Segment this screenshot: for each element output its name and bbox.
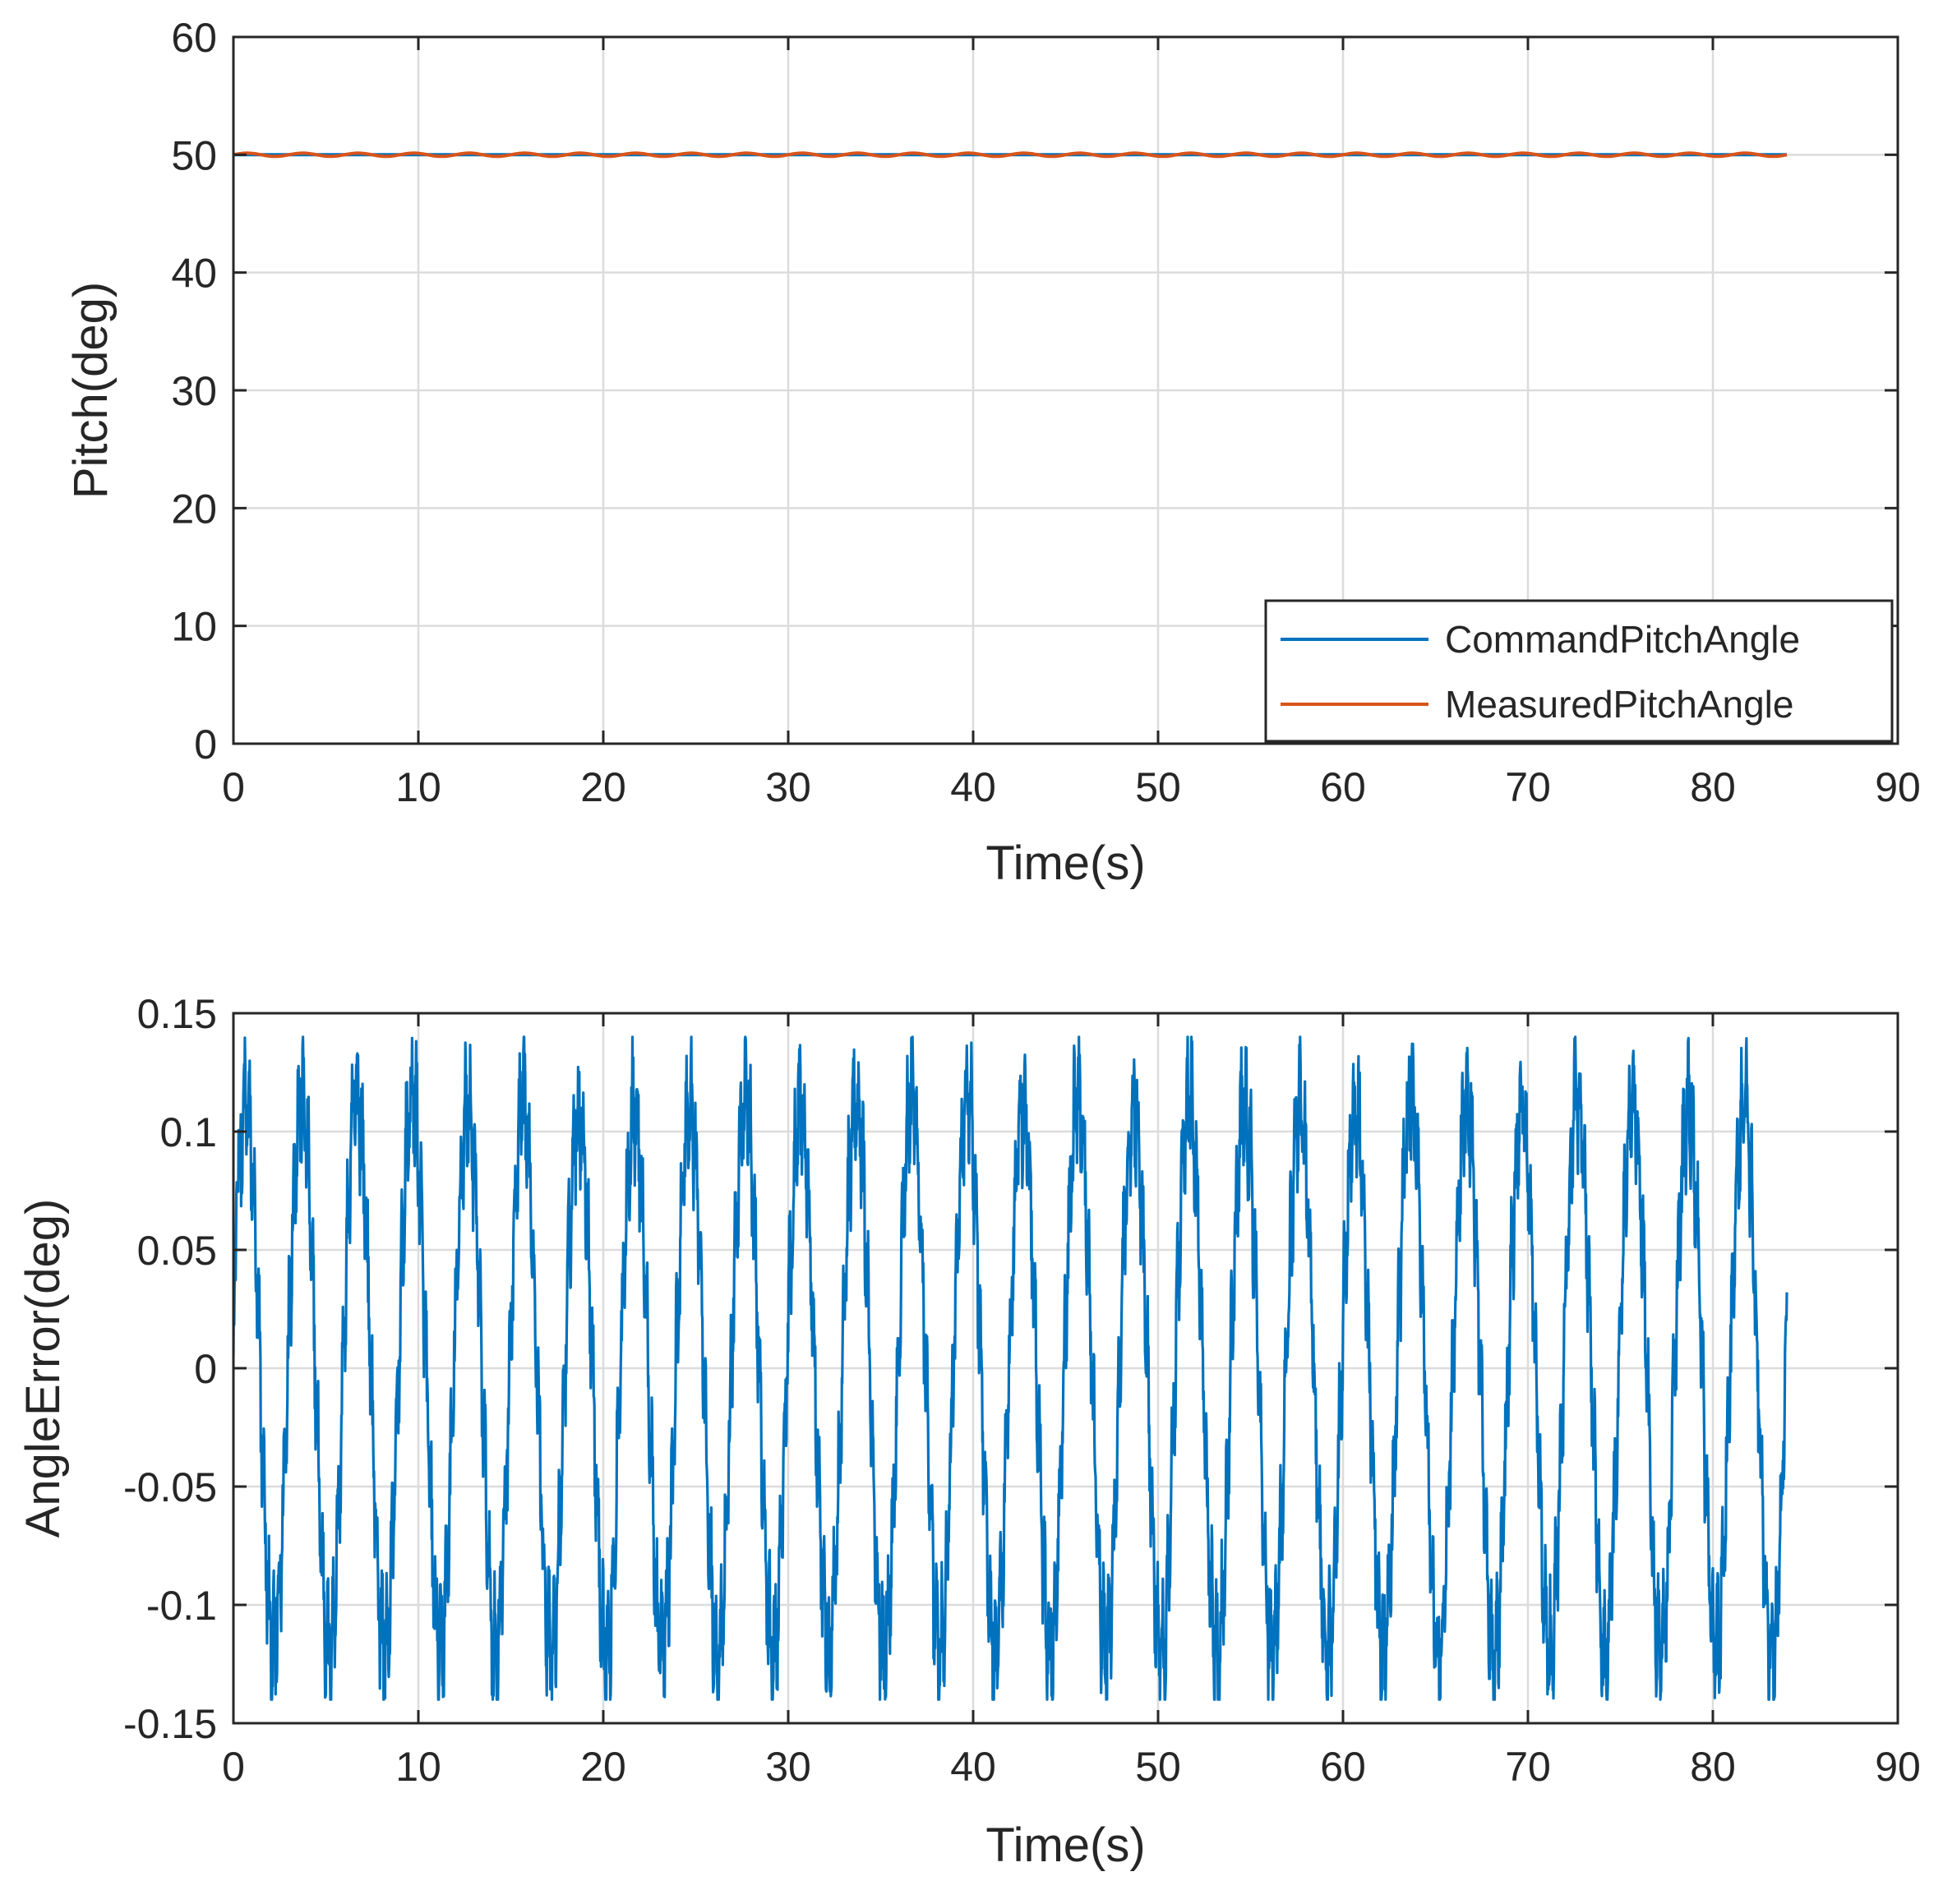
- x-tick-label: 0: [222, 1744, 245, 1790]
- y-tick-label: -0.1: [146, 1583, 217, 1629]
- angle-error-chart: 0 10 20 30 40 50 60 70 80 90 -0.15 -0.1 -0.05 0 0.05 0…: [16, 991, 1921, 1872]
- x-tick-label: 10: [395, 764, 441, 810]
- error-x-tick-labels: 0 10 20 30 40 50 60 70 80 90: [222, 1744, 1921, 1790]
- x-tick-label: 70: [1505, 764, 1551, 810]
- y-tick-label: 20: [171, 486, 217, 532]
- x-tick-label: 20: [580, 764, 626, 810]
- legend-label-command: CommandPitchAngle: [1445, 618, 1800, 661]
- x-tick-label: 30: [765, 764, 811, 810]
- error-y-tick-labels: -0.15 -0.1 -0.05 0 0.05 0.1 0.15: [123, 991, 217, 1747]
- x-tick-label: 80: [1690, 1744, 1736, 1790]
- y-tick-label: 50: [171, 132, 217, 178]
- y-tick-label: -0.15: [123, 1701, 217, 1747]
- pitch-y-tick-labels: 0 10 20 30 40 50 60: [171, 15, 217, 768]
- x-tick-label: 60: [1320, 1744, 1366, 1790]
- x-tick-label: 90: [1875, 764, 1921, 810]
- error-y-axis-label: AngleError(deg): [16, 1199, 70, 1538]
- error-lines: [233, 1035, 1788, 1701]
- x-tick-label: 60: [1320, 764, 1366, 810]
- y-tick-label: 0: [194, 1346, 217, 1392]
- pitch-x-tick-labels: 0 10 20 30 40 50 60 70 80 90: [222, 764, 1921, 810]
- x-tick-label: 90: [1875, 1744, 1921, 1790]
- y-tick-label: 0: [194, 721, 217, 768]
- x-tick-label: 80: [1690, 764, 1736, 810]
- y-tick-label: 0.1: [159, 1109, 217, 1155]
- pitch-x-axis-label: Time(s): [985, 837, 1145, 890]
- x-tick-label: 0: [222, 764, 245, 810]
- x-tick-label: 50: [1135, 764, 1181, 810]
- legend-label-measured: MeasuredPitchAngle: [1445, 683, 1793, 726]
- error-ticks: [232, 1012, 1899, 1725]
- pitch-lines: [233, 151, 1788, 159]
- x-tick-label: 40: [950, 764, 996, 810]
- pitch-chart: 0 10 20 30 40 50 60 70 80 90 0 10 20 30 40 50 60 Time(s…: [64, 15, 1921, 890]
- x-tick-label: 10: [395, 1744, 441, 1790]
- y-tick-label: 0.05: [137, 1228, 217, 1274]
- pitch-legend: CommandPitchAngle MeasuredPitchAngle: [1264, 599, 1894, 743]
- x-tick-label: 70: [1505, 1744, 1551, 1790]
- x-tick-label: 40: [950, 1744, 996, 1790]
- y-tick-label: 40: [171, 251, 217, 297]
- y-tick-label: 10: [171, 604, 217, 650]
- series-line-AngleError: [233, 1035, 1788, 1701]
- y-tick-label: 0.15: [137, 991, 217, 1037]
- legend-box: [1264, 599, 1894, 743]
- error-grid: [233, 1013, 1898, 1723]
- x-tick-label: 20: [580, 1744, 626, 1790]
- error-x-axis-label: Time(s): [985, 1819, 1145, 1872]
- y-tick-label: -0.05: [123, 1464, 217, 1510]
- pitch-y-axis-label: Pitch(deg): [64, 282, 118, 499]
- series-line-MeasuredPitchAngle: [233, 151, 1788, 159]
- x-tick-label: 30: [765, 1744, 811, 1790]
- x-tick-label: 50: [1135, 1744, 1181, 1790]
- y-tick-label: 60: [171, 15, 217, 61]
- y-tick-label: 30: [171, 368, 217, 414]
